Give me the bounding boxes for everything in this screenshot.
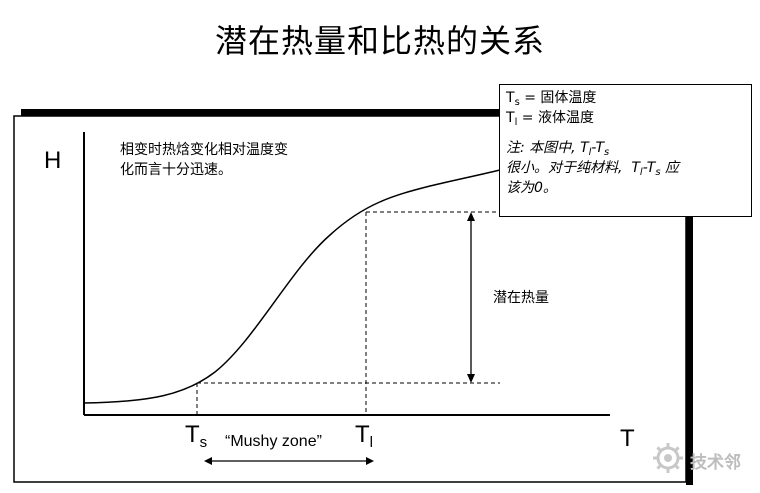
- dashed-guides: [196, 211, 500, 416]
- phase-change-note-line1: 相变时热焓变化相对温度变: [120, 142, 288, 158]
- latent-heat-arrow: [467, 212, 475, 383]
- phase-change-note: 相变时热焓变化相对温度变 化而言十分迅速。: [120, 140, 288, 180]
- legend-note-line1: 注: 本图中, Tl-Ts: [506, 140, 610, 158]
- legend-note-line2: 很小。对于纯材料, Tl-Ts 应: [506, 160, 679, 178]
- y-axis-label: H: [44, 147, 62, 174]
- gear-logo-icon: [653, 443, 683, 473]
- x-axis-label: T: [620, 425, 635, 452]
- legend-ts-row: Ts = 固体温度: [506, 90, 597, 108]
- legend-tl-row: Tl = 液体温度: [506, 110, 594, 128]
- tl-marker: Tl: [355, 421, 374, 451]
- frame-shadow-top: [21, 109, 693, 116]
- mushy-zone-label: “Mushy zone”: [225, 433, 322, 450]
- latent-heat-label: 潜在热量: [493, 290, 549, 306]
- page-title: 潜在热量和比热的关系: [214, 22, 545, 60]
- legend-note-line3: 该为0。: [506, 180, 557, 196]
- frame-shadow-right: [686, 109, 693, 485]
- watermark-text: 技术邻: [690, 453, 741, 473]
- phase-change-note-line2: 化而言十分迅速。: [120, 162, 232, 178]
- enthalpy-curve: [83, 169, 501, 404]
- legend-box: Ts = 固体温度 Tl = 液体温度 注: 本图中, Tl-Ts 很小。对于纯…: [499, 84, 752, 217]
- mushy-zone-arrow: [204, 457, 374, 465]
- ts-marker: Ts: [185, 421, 208, 451]
